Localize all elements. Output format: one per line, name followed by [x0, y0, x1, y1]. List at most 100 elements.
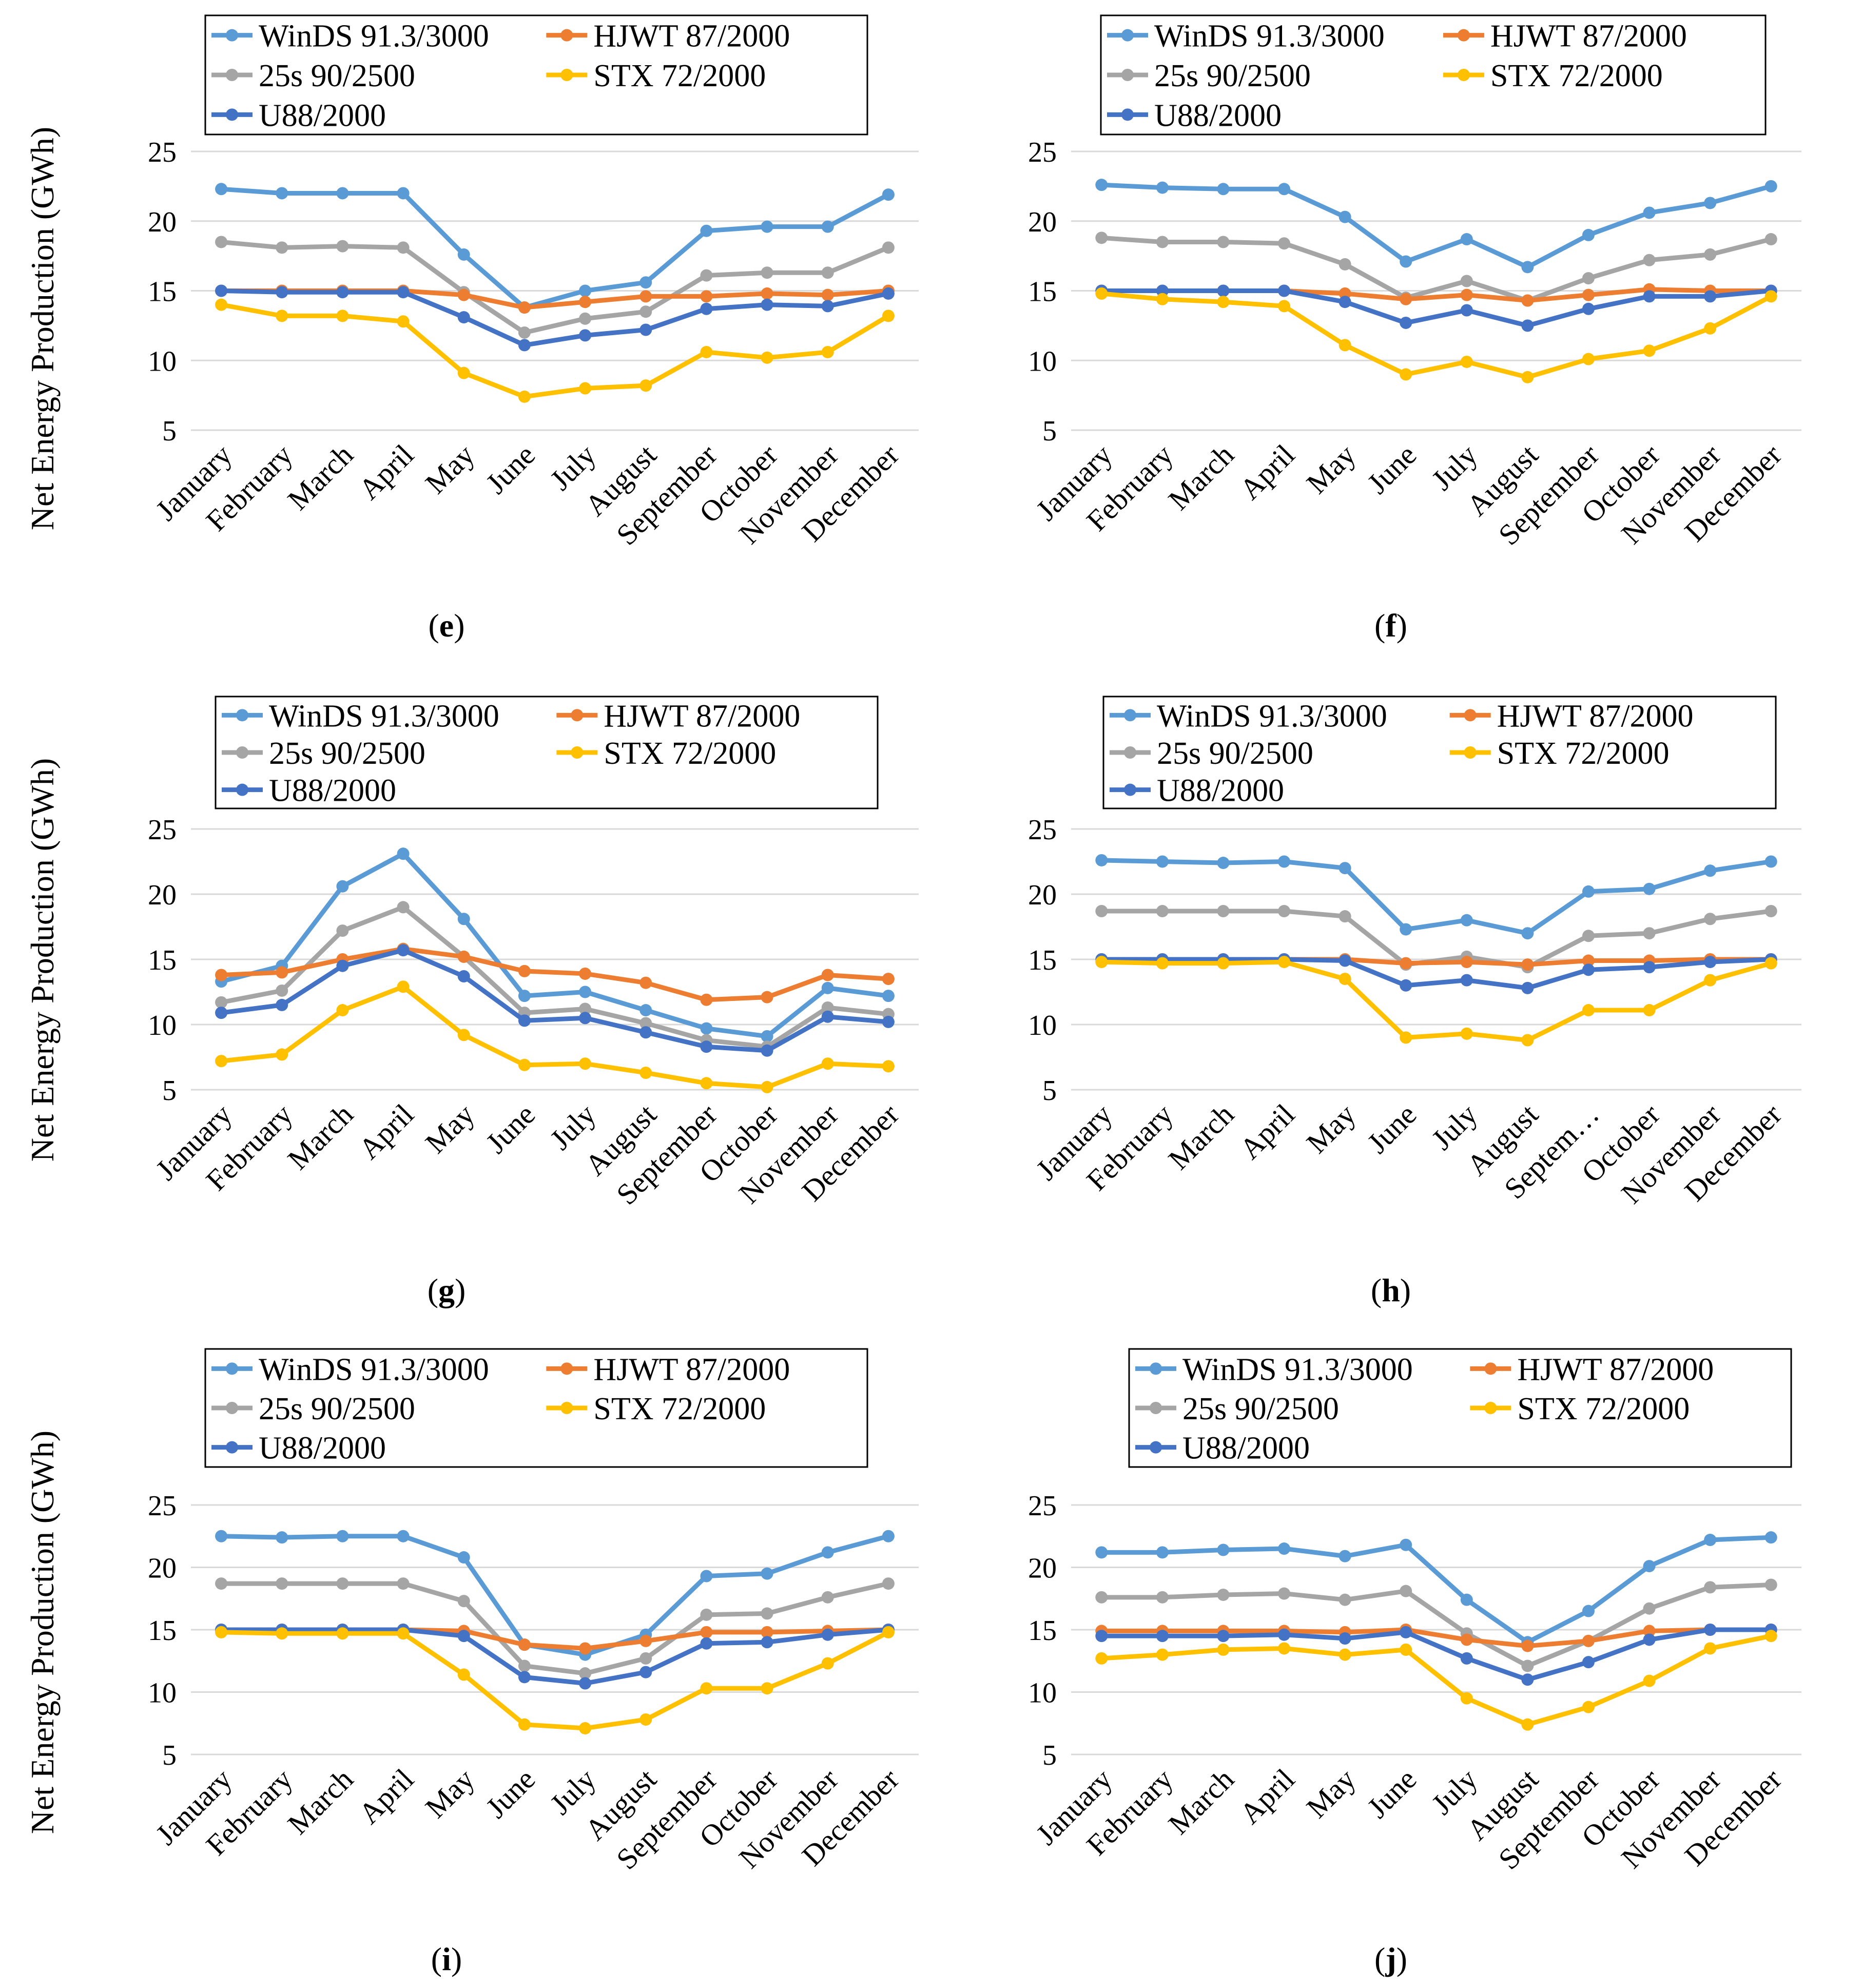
legend-label: STX 72/2000: [1497, 736, 1670, 771]
series-line: [1101, 1633, 1772, 1727]
data-point: [1764, 1630, 1777, 1643]
data-point: [1704, 974, 1717, 987]
data-point: [397, 980, 410, 993]
data-point: [579, 1012, 592, 1025]
legend-label: HJWT 87/2000: [1490, 19, 1687, 54]
legend-swatch-marker: [236, 783, 248, 796]
data-point: [1400, 979, 1412, 992]
data-point: [1582, 954, 1595, 967]
x-tick-label: March: [1162, 1097, 1240, 1176]
data-point: [276, 1531, 288, 1544]
y-tick-label: 5: [162, 415, 177, 447]
data-point: [1643, 206, 1656, 219]
series-line: [1101, 858, 1772, 936]
y-tick-label: 20: [148, 206, 177, 238]
caption-open-paren: (: [1371, 1272, 1382, 1308]
series-line: [1101, 959, 1772, 1043]
legend-box: [1102, 696, 1777, 809]
data-point: [1521, 1034, 1534, 1047]
data-point: [1217, 183, 1230, 196]
data-point: [1704, 1642, 1717, 1655]
data-point: [1095, 287, 1108, 300]
panel-caption: (i): [431, 1941, 462, 1977]
data-point: [1156, 1630, 1169, 1643]
x-tick-label: March: [281, 1762, 360, 1841]
y-tick-label: 20: [1028, 206, 1057, 238]
data-point: [1400, 1538, 1412, 1551]
data-point: [518, 1671, 531, 1684]
data-point: [397, 286, 410, 299]
data-point: [215, 969, 228, 981]
data-point: [700, 1608, 713, 1621]
data-point: [821, 220, 834, 233]
data-point: [579, 296, 592, 308]
data-point: [1582, 1605, 1595, 1617]
data-point: [1582, 288, 1595, 301]
data-point: [1339, 862, 1351, 875]
legend-label: U88/2000: [1182, 1431, 1310, 1466]
data-point: [1339, 1593, 1351, 1606]
data-point: [1460, 974, 1473, 987]
data-point: [761, 220, 773, 233]
data-point: [1460, 288, 1473, 301]
legend-swatch-marker: [1124, 746, 1136, 759]
data-point: [1339, 973, 1351, 986]
data-point: [397, 1577, 410, 1590]
y-axis-label: Net Energy Production (GWh): [24, 758, 61, 1162]
legend-label: WinDS 91.3/3000: [259, 1352, 489, 1387]
legend-swatch-marker: [1124, 709, 1136, 722]
panel-caption: (g): [428, 1272, 466, 1308]
data-point: [518, 301, 531, 314]
data-point: [700, 1077, 713, 1090]
data-point: [1704, 290, 1717, 303]
data-point: [1156, 236, 1169, 248]
series-line: [1101, 1582, 1771, 1668]
data-point: [457, 248, 470, 261]
data-point: [1278, 300, 1291, 313]
y-tick-label: 15: [148, 1615, 177, 1647]
data-point: [761, 351, 773, 364]
legend-swatch-marker: [1457, 69, 1470, 81]
y-tick-label: 20: [1028, 1553, 1057, 1585]
data-point: [457, 311, 470, 324]
caption-open-paren: (: [428, 1272, 438, 1308]
data-point: [1095, 956, 1108, 969]
data-point: [1582, 302, 1595, 315]
legend-label: 25s 90/2500: [259, 59, 415, 93]
data-point: [215, 298, 228, 311]
data-point: [882, 287, 895, 300]
data-point: [1095, 231, 1108, 244]
legend-swatch-marker: [1150, 1441, 1162, 1454]
data-point: [639, 1066, 652, 1079]
legend-label: U88/2000: [1154, 98, 1282, 133]
legend-swatch-marker: [560, 29, 573, 42]
series-line: [220, 851, 889, 1039]
series-line: [1101, 1535, 1771, 1645]
y-tick-label: 20: [148, 879, 177, 911]
legend-box: [1128, 1348, 1792, 1468]
data-point: [579, 329, 592, 342]
data-point: [1521, 1718, 1534, 1731]
data-point: [761, 1636, 773, 1649]
data-point: [1278, 1587, 1291, 1600]
x-tick-label: May: [1300, 438, 1362, 500]
y-tick-label: 20: [148, 1553, 177, 1585]
data-point: [1095, 905, 1108, 918]
y-tick-label: 5: [1042, 415, 1057, 447]
data-point: [276, 310, 288, 322]
series-line: [221, 186, 890, 310]
data-point: [1217, 1543, 1230, 1556]
data-point: [215, 284, 228, 297]
data-point: [1217, 284, 1230, 297]
data-point: [1582, 272, 1595, 285]
data-point: [1582, 353, 1595, 365]
data-point: [1582, 1634, 1595, 1647]
data-point: [215, 1055, 228, 1068]
x-tick-label: June: [479, 1097, 541, 1160]
y-tick-label: 15: [1028, 944, 1057, 976]
y-tick-label: 10: [148, 345, 177, 377]
legend-label: 25s 90/2500: [259, 1392, 415, 1426]
data-point: [1156, 1648, 1169, 1661]
legend-swatch-marker: [560, 1402, 573, 1414]
caption-close-paren: ): [451, 1941, 462, 1977]
